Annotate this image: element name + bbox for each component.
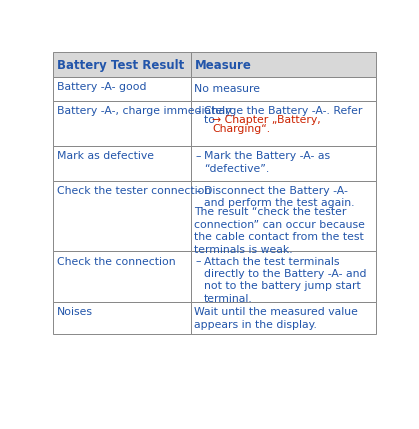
Text: Mark as defective: Mark as defective <box>57 151 154 161</box>
Text: –: – <box>196 106 202 116</box>
Bar <box>191 101 376 146</box>
Text: Wait until the measured value
appears in the display.: Wait until the measured value appears in… <box>194 308 358 330</box>
Bar <box>53 77 191 101</box>
Bar <box>53 181 191 251</box>
Bar <box>53 251 191 302</box>
Text: –: – <box>196 257 202 266</box>
Text: Charging“.: Charging“. <box>212 124 270 134</box>
Bar <box>53 101 191 146</box>
Text: No measure: No measure <box>194 84 260 94</box>
Text: Measure: Measure <box>194 59 251 73</box>
Text: Noises: Noises <box>57 308 93 317</box>
Bar <box>53 302 191 334</box>
Bar <box>191 146 376 181</box>
Bar <box>191 251 376 302</box>
Text: The result “check the tester
connection” can occur because
the cable contact fro: The result “check the tester connection”… <box>194 208 365 255</box>
Bar <box>191 77 376 101</box>
Text: –: – <box>196 186 202 196</box>
Bar <box>191 302 376 334</box>
Text: Disconnect the Battery -A-
and perform the test again.: Disconnect the Battery -A- and perform t… <box>204 186 354 208</box>
Bar <box>191 52 376 77</box>
Text: Check the connection: Check the connection <box>57 257 176 266</box>
Text: Charge the Battery -A-. Refer: Charge the Battery -A-. Refer <box>204 106 362 116</box>
Text: to: to <box>204 115 218 125</box>
Text: Attach the test terminals
directly to the Battery -A- and
not to the battery jum: Attach the test terminals directly to th… <box>204 257 366 304</box>
Text: –: – <box>196 151 202 161</box>
Text: Battery -A-, charge immediately: Battery -A-, charge immediately <box>57 106 232 116</box>
Text: Battery Test Result: Battery Test Result <box>57 59 184 73</box>
Text: Battery -A- good: Battery -A- good <box>57 82 147 92</box>
Text: Check the tester connection: Check the tester connection <box>57 186 212 196</box>
Bar <box>53 52 191 77</box>
Text: → Chapter „Battery,: → Chapter „Battery, <box>212 115 321 125</box>
Text: Mark the Battery -A- as
“defective”.: Mark the Battery -A- as “defective”. <box>204 151 330 174</box>
Bar <box>191 181 376 251</box>
Bar <box>53 146 191 181</box>
